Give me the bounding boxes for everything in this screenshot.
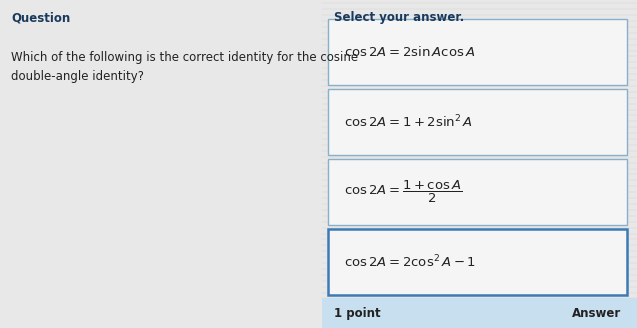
Text: $\mathrm{cos}\,2A = 2\cos^2 A - 1$: $\mathrm{cos}\,2A = 2\cos^2 A - 1$ (344, 253, 476, 270)
Text: $\mathrm{cos}\,2A = 1 + 2\sin^2 A$: $\mathrm{cos}\,2A = 1 + 2\sin^2 A$ (344, 113, 473, 130)
FancyBboxPatch shape (328, 89, 627, 155)
Text: Which of the following is the correct identity for the cosine
double-angle ident: Which of the following is the correct id… (11, 51, 359, 83)
Text: $\mathrm{cos}\,2A = 2\sin A\cos A$: $\mathrm{cos}\,2A = 2\sin A\cos A$ (344, 45, 475, 59)
Text: Select your answer.: Select your answer. (334, 11, 464, 25)
Text: $\mathrm{cos}\,2A = \dfrac{1 + \cos A}{2}$: $\mathrm{cos}\,2A = \dfrac{1 + \cos A}{2… (344, 178, 462, 205)
Text: Answer: Answer (572, 307, 621, 320)
FancyBboxPatch shape (322, 298, 637, 328)
FancyBboxPatch shape (328, 159, 627, 225)
Text: 1 point: 1 point (334, 307, 381, 320)
FancyBboxPatch shape (328, 19, 627, 85)
FancyBboxPatch shape (328, 229, 627, 295)
Text: Question: Question (11, 11, 71, 25)
